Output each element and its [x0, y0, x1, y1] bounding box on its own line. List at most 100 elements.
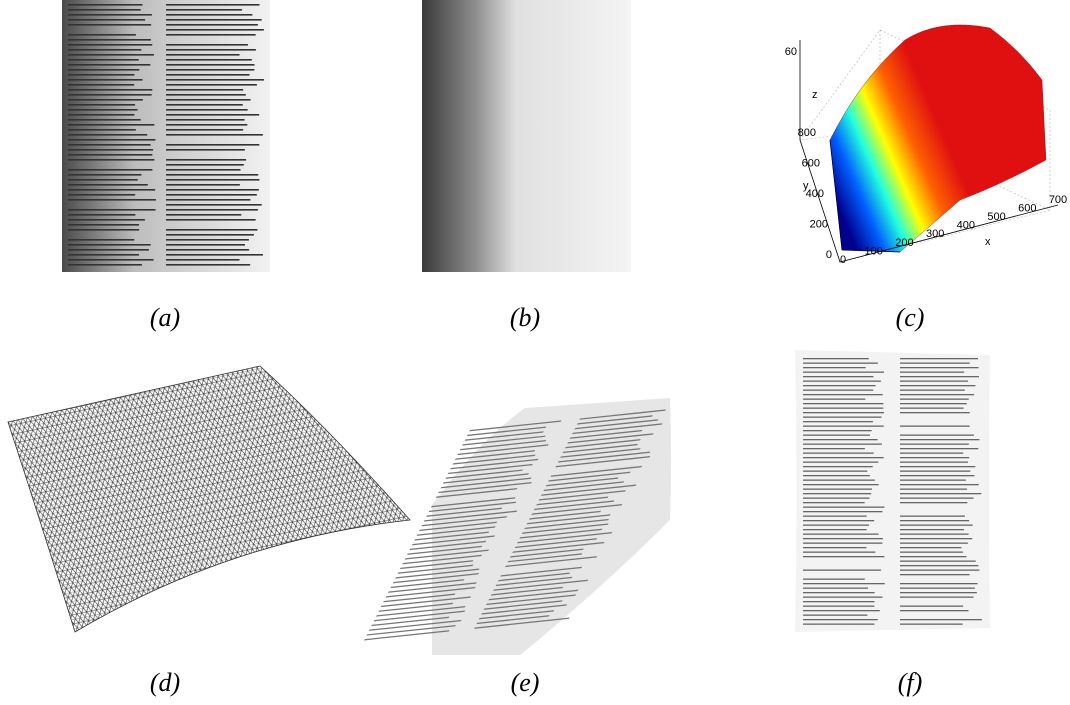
text-line: [166, 119, 245, 121]
text-line: [900, 408, 964, 409]
text-line: [166, 244, 245, 246]
text-line: [166, 114, 259, 116]
text-line: [68, 19, 145, 21]
panel-label: (b): [510, 303, 540, 332]
text-line: [803, 588, 868, 589]
text-line: [166, 94, 246, 96]
text-line: [166, 189, 259, 191]
text-line: [803, 619, 878, 620]
text-line: [166, 4, 259, 6]
text-line: [803, 606, 874, 607]
text-line: [900, 592, 977, 593]
text-line: [900, 376, 979, 377]
text-line: [68, 259, 154, 261]
panel-label: (c): [896, 303, 925, 332]
text-line: [900, 574, 970, 575]
text-line: [803, 381, 881, 382]
text-line: [900, 516, 965, 517]
text-line: [803, 363, 878, 364]
text-line: [900, 444, 969, 445]
text-line: [166, 79, 264, 81]
text-line: [166, 164, 244, 166]
text-line: [166, 174, 258, 176]
text-line: [166, 49, 256, 51]
text-line: [166, 184, 240, 186]
text-line: [900, 358, 978, 359]
x-axis-label: x: [985, 236, 991, 248]
text-line: [900, 583, 978, 584]
text-line: [900, 399, 969, 400]
text-line: [900, 466, 975, 467]
text-line: [900, 520, 969, 521]
text-line: [68, 134, 147, 136]
text-line: [166, 109, 248, 111]
text-line: [803, 399, 865, 400]
text-line: [803, 412, 884, 413]
text-line: [803, 480, 875, 481]
text-line: [803, 543, 882, 544]
text-line: [803, 417, 882, 418]
text-line: [803, 390, 873, 391]
text-line: [803, 453, 874, 454]
text-line: [900, 619, 982, 620]
text-line: [68, 174, 141, 176]
text-line: [68, 239, 134, 241]
text-line: [900, 543, 968, 544]
text-line: [68, 229, 139, 231]
text-line: [166, 89, 243, 91]
text-line: [900, 502, 967, 503]
text-line: [803, 457, 884, 458]
surface-plot: [800, 25, 1058, 262]
panel-label: (f): [898, 668, 923, 697]
text-line: [900, 471, 970, 472]
text-line: [803, 475, 870, 476]
text-line: [803, 385, 876, 386]
x-tick-label: 400: [957, 220, 975, 232]
panel-label: (e): [511, 668, 540, 697]
text-line: [166, 219, 256, 221]
text-line: [166, 54, 240, 56]
text-line: [900, 588, 975, 589]
text-line: [166, 99, 251, 101]
text-line: [68, 49, 141, 51]
text-line: [900, 367, 979, 368]
y-tick-label: 400: [806, 188, 824, 200]
text-line: [68, 179, 138, 181]
text-line: [166, 239, 249, 241]
text-line: [166, 149, 245, 151]
text-line: [900, 385, 975, 386]
y-tick-label: 800: [798, 127, 816, 139]
text-line: [68, 124, 154, 126]
text-line: [166, 14, 252, 16]
text-line: [900, 556, 966, 557]
text-line: [68, 169, 152, 171]
text-line: [68, 184, 148, 186]
y-tick-label: 200: [810, 218, 828, 230]
x-tick-label: 300: [926, 228, 944, 240]
mesh: [0, 360, 420, 640]
text-line: [900, 561, 976, 562]
text-line: [166, 169, 240, 171]
text-line: [68, 44, 152, 46]
shading-image: [422, 0, 631, 272]
text-line: [900, 381, 968, 382]
text-line: [900, 462, 968, 463]
text-line: [803, 493, 871, 494]
text-line: [68, 189, 155, 191]
text-line: [803, 489, 872, 490]
text-line: [68, 119, 141, 121]
text-line: [166, 84, 257, 86]
text-line: [900, 475, 974, 476]
x-tick-label: 600: [1018, 202, 1036, 214]
text-line: [803, 466, 873, 467]
text-line: [166, 199, 250, 201]
text-line: [803, 448, 865, 449]
text-line: [68, 104, 135, 106]
text-line: [803, 408, 883, 409]
text-line: [68, 9, 141, 11]
text-line: [900, 412, 970, 413]
text-line: [803, 556, 884, 557]
text-line: [803, 484, 879, 485]
text-line: [166, 159, 246, 161]
text-line: [68, 219, 145, 221]
